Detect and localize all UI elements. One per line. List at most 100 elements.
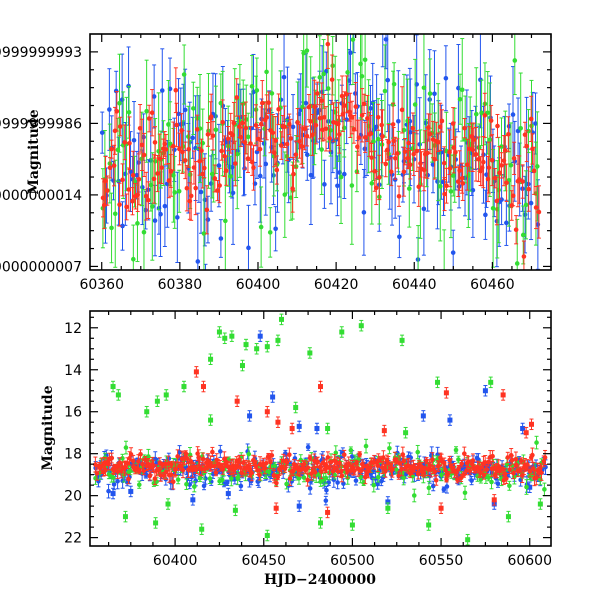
data-point	[358, 474, 363, 480]
data-point	[136, 177, 142, 182]
data-point	[288, 136, 294, 141]
data-point	[182, 107, 188, 113]
data-point	[105, 188, 110, 193]
data-point	[163, 147, 169, 152]
data-point	[511, 156, 517, 161]
data-point	[115, 478, 120, 484]
data-point	[290, 124, 296, 130]
data-point	[520, 179, 525, 184]
outlier-point	[181, 384, 187, 390]
data-point	[506, 131, 511, 137]
data-point	[396, 118, 401, 124]
outlier-point	[154, 398, 160, 404]
data-point	[375, 136, 381, 142]
data-point	[173, 466, 179, 472]
data-point	[304, 48, 310, 53]
data-point	[481, 159, 486, 165]
data-point	[427, 91, 433, 96]
data-point	[300, 144, 305, 149]
data-point	[200, 456, 206, 462]
data-point	[117, 202, 122, 207]
data-point	[139, 142, 145, 148]
data-point	[184, 481, 189, 487]
outlier-point	[165, 501, 171, 507]
data-point	[224, 480, 230, 486]
data-point	[270, 130, 276, 136]
data-point	[305, 444, 311, 450]
data-point	[473, 151, 479, 157]
data-point	[243, 125, 249, 131]
data-point	[444, 183, 449, 189]
data-point	[291, 171, 296, 177]
data-point	[368, 131, 374, 136]
data-point	[246, 451, 252, 457]
data-point	[136, 482, 142, 488]
data-point	[319, 98, 325, 103]
outlier-point	[505, 514, 511, 520]
data-point	[453, 149, 458, 155]
data-point	[534, 440, 539, 445]
data-point	[188, 193, 194, 199]
data-point	[435, 139, 441, 145]
data-point	[441, 179, 446, 185]
data-point	[308, 172, 314, 178]
data-point	[393, 155, 398, 161]
data-point	[126, 476, 131, 482]
bottom-panel-data-points	[93, 313, 548, 546]
data-point	[166, 178, 172, 183]
data-point	[257, 146, 263, 152]
data-point	[284, 481, 289, 487]
data-point	[143, 472, 149, 477]
data-point	[234, 95, 240, 100]
outlier-point	[537, 501, 543, 507]
data-point	[369, 155, 374, 160]
data-point	[399, 107, 405, 113]
data-point	[233, 161, 238, 166]
data-point	[131, 137, 137, 143]
data-point	[497, 170, 502, 176]
data-point	[402, 149, 408, 154]
data-point	[159, 88, 165, 93]
data-point	[131, 256, 136, 262]
data-point	[269, 91, 275, 96]
y-tick-label: 18.3999999999999986	[0, 116, 82, 132]
data-point	[255, 136, 261, 142]
data-point	[191, 106, 196, 111]
data-point	[238, 483, 244, 489]
data-point	[122, 140, 128, 145]
data-point	[198, 189, 204, 195]
data-point	[266, 100, 271, 106]
data-point	[412, 102, 418, 107]
data-point	[208, 114, 214, 119]
data-point	[218, 100, 224, 106]
data-point	[272, 463, 278, 469]
data-point	[137, 126, 143, 131]
data-point	[282, 124, 287, 130]
data-point	[395, 151, 400, 156]
data-point	[93, 462, 98, 467]
data-point	[219, 148, 225, 154]
data-point	[249, 84, 255, 89]
data-point	[94, 471, 100, 476]
data-point	[341, 481, 346, 486]
data-point	[521, 254, 527, 259]
data-point	[206, 128, 211, 134]
data-point	[175, 477, 181, 482]
data-point	[288, 461, 293, 467]
data-point	[143, 207, 148, 213]
data-point	[313, 122, 319, 128]
data-point	[342, 103, 347, 108]
data-point	[333, 450, 339, 456]
data-point	[111, 475, 116, 480]
x-tick-label: 60400	[236, 277, 281, 293]
outlier-point	[403, 430, 409, 436]
data-point	[462, 125, 467, 131]
data-point	[385, 77, 391, 83]
data-point	[303, 100, 309, 106]
data-point	[107, 107, 112, 112]
data-point	[174, 122, 179, 128]
top-panel-data-points	[99, 34, 542, 270]
outlier-point	[296, 423, 302, 429]
data-point	[356, 135, 362, 140]
